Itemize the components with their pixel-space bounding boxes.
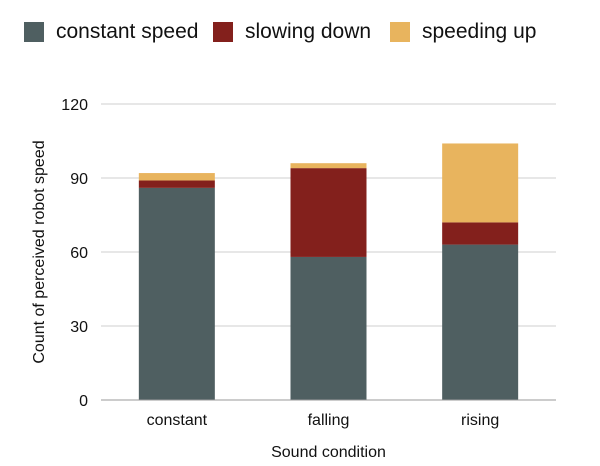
- x-axis-title: Sound condition: [271, 444, 386, 461]
- y-tick-label: 0: [79, 393, 88, 410]
- bar-segment-slowing-down-rising: [442, 222, 519, 245]
- bar-segment-constant-speed-falling: [290, 256, 367, 400]
- y-axis-title: Count of perceived robot speed: [31, 140, 48, 363]
- x-tick-label: constant: [147, 412, 208, 429]
- legend-item-speeding-up: speeding up: [390, 16, 536, 48]
- legend-swatch-slowing-down: [213, 22, 233, 42]
- bar-segment-speeding-up-falling: [290, 163, 367, 169]
- x-tick-label: falling: [308, 412, 350, 429]
- y-tick-label: 60: [70, 245, 88, 262]
- legend-label-constant-speed: constant speed: [56, 20, 199, 43]
- y-tick-label: 30: [70, 319, 88, 336]
- legend-swatch-speeding-up: [390, 22, 410, 42]
- bar-segment-slowing-down-falling: [290, 168, 367, 257]
- legend-label-slowing-down: slowing down: [245, 20, 372, 43]
- bar-segment-constant-speed-rising: [442, 244, 519, 400]
- legend-item-constant-speed: constant speed: [24, 16, 198, 48]
- legend-item-slowing-down: slowing down: [213, 16, 371, 48]
- y-tick-label: 90: [70, 171, 88, 188]
- bars: [138, 143, 519, 400]
- legend-swatch-constant-speed: [24, 22, 44, 42]
- y-axis-ticks: 0 30 60 90 120: [61, 97, 88, 410]
- bar-segment-constant-speed-constant: [138, 187, 215, 400]
- x-axis-ticks: constant falling rising: [147, 412, 500, 429]
- bar-segment-speeding-up-rising: [442, 143, 519, 223]
- y-tick-label: 120: [61, 97, 88, 114]
- legend-label-speeding-up: speeding up: [422, 20, 537, 43]
- bar-segment-slowing-down-constant: [138, 180, 215, 188]
- x-tick-label: rising: [461, 412, 499, 429]
- chart-legend: constant speed slowing down speeding up: [0, 16, 600, 48]
- bar-segment-speeding-up-constant: [138, 173, 215, 181]
